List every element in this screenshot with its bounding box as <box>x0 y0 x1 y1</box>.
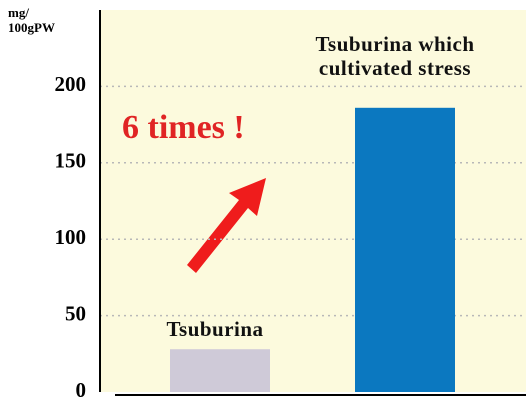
y-axis-label: 100gPW <box>8 20 55 35</box>
arrow <box>187 178 266 273</box>
y-tick-label: 50 <box>65 301 86 325</box>
bar <box>355 107 455 393</box>
y-tick-label: 100 <box>55 225 87 249</box>
category-label: Tsuburina which cultivated stress <box>315 31 475 80</box>
y-tick-label: 200 <box>55 72 87 96</box>
bar <box>170 349 270 392</box>
y-axis-label: mg/ <box>8 5 29 20</box>
category-label: Tsuburina <box>166 317 264 342</box>
y-tick-label: 150 <box>55 149 87 173</box>
annotation: 6 times ! <box>122 109 245 146</box>
y-tick-label: 0 <box>76 378 87 402</box>
